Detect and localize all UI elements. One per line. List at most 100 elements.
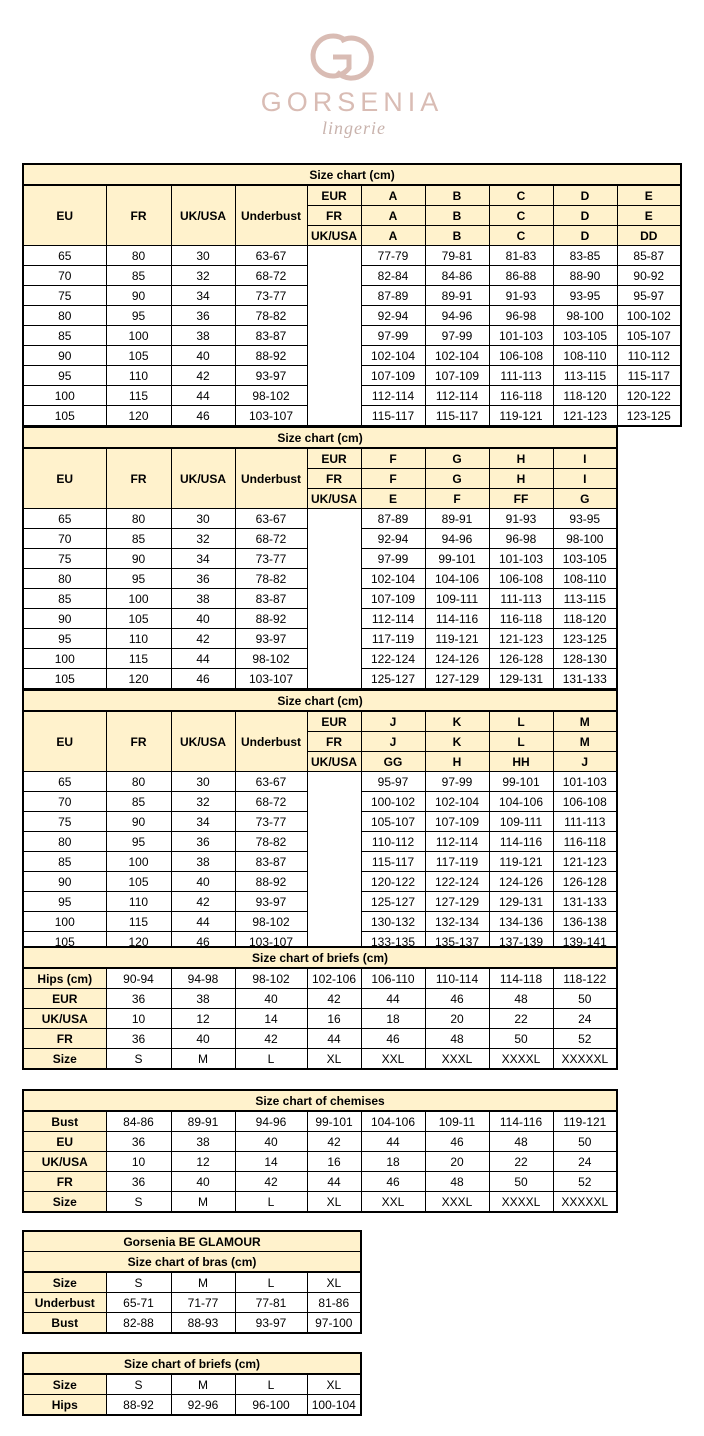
table-cell: 100 [105, 588, 172, 609]
table-cell: 78-82 [234, 305, 308, 326]
cup-size-header: G [552, 488, 618, 509]
table-cell: 83-87 [234, 588, 308, 609]
table-cell: 120 [105, 668, 172, 690]
table-cell: 130-132 [360, 911, 426, 932]
cup-size-header: I [552, 447, 618, 469]
be-glamour-bras-size-chart: Gorsenia BE GLAMOUR Size chart of bras (c… [22, 1230, 363, 1334]
table-cell: 46 [360, 1028, 426, 1049]
table-cell: 40 [234, 988, 308, 1009]
table-cell: 68-72 [234, 528, 308, 549]
table-cell: 40 [170, 871, 236, 892]
table-cell: 75 [22, 548, 107, 569]
table-cell: 52 [552, 1028, 618, 1049]
table-cell: 42 [306, 988, 362, 1009]
cup-size-header: C [488, 225, 554, 246]
table-cell: 112-114 [360, 608, 426, 629]
table-cell: 88-92 [234, 871, 308, 892]
table-cell: 118-120 [552, 385, 618, 406]
table-cell: 92-94 [360, 305, 426, 326]
table-cell: 102-106 [306, 967, 362, 989]
table-cell: 105-107 [616, 325, 682, 346]
table-title: Size chart of bras (cm) [22, 1251, 362, 1273]
table-cell: 84-86 [424, 265, 490, 286]
table-cell: 129-131 [488, 668, 554, 690]
table-cell: 100 [22, 648, 107, 669]
table-cell: 107-109 [424, 811, 490, 832]
cup-size-header: L [488, 710, 554, 732]
table-cell: 103-105 [552, 325, 618, 346]
table-cell: 32 [170, 528, 236, 549]
column-header: UK/USA [170, 184, 236, 246]
table-cell: 100-102 [360, 791, 426, 812]
table-row: 75 90 34 73-77 97-99 99-101 101-103 103-105 [22, 548, 618, 569]
table-cell: 114-118 [488, 967, 554, 989]
table-cell: 75 [22, 811, 107, 832]
table-cell: 68-72 [234, 791, 308, 812]
cup-size-header: GG [360, 751, 426, 772]
table-cell: 105 [105, 871, 172, 892]
table-cell: 12 [170, 1008, 236, 1029]
table-cell: 44 [360, 988, 426, 1009]
table-cell: 32 [170, 791, 236, 812]
table-cell: 123-125 [616, 405, 682, 427]
cup-size-header: K [424, 710, 490, 732]
gorsenia-logo: GORSENIA lingerie [0, 28, 704, 143]
row-header: Hips [22, 1394, 107, 1416]
table-cell: 121-123 [552, 405, 618, 427]
table-cell: 119-121 [488, 405, 554, 427]
table-cell: 134-136 [488, 911, 554, 932]
table-cell: M [170, 1048, 236, 1070]
table-cell: 104-106 [360, 1110, 426, 1132]
table-row: 75 90 34 73-77 87-89 89-91 91-93 93-95 95-97 [22, 285, 682, 306]
row-header: Bust [22, 1110, 107, 1132]
table-cell: 22 [488, 1008, 554, 1029]
table-cell: 117-119 [360, 628, 426, 649]
table-cell: 82-88 [105, 1312, 172, 1334]
table-cell: 78-82 [234, 568, 308, 589]
table-cell: 44 [170, 385, 236, 406]
blank-cell [306, 771, 362, 952]
table-cell: 50 [488, 1028, 554, 1049]
table-cell: 83-85 [552, 245, 618, 266]
table-cell: 108-110 [552, 345, 618, 366]
cup-size-header: J [360, 710, 426, 732]
size-system-label: FR [306, 205, 362, 226]
table-cell: 106-108 [552, 791, 618, 812]
table-cell: 20 [424, 1151, 490, 1172]
table-row: UK/USA 10 12 14 16 18 20 22 24 [22, 1151, 618, 1172]
table-cell: 84-86 [105, 1110, 172, 1132]
cup-size-header: C [488, 184, 554, 206]
table-cell: 95 [105, 831, 172, 852]
row-header: Underbust [22, 1292, 107, 1313]
table-title: Gorsenia BE GLAMOUR [22, 1230, 362, 1252]
table-cell: 94-96 [424, 305, 490, 326]
table-cell: 115 [105, 648, 172, 669]
table-row: UK/USA 10 12 14 16 18 20 22 24 [22, 1008, 618, 1029]
table-cell: 90-94 [105, 967, 172, 989]
cup-size-header: B [424, 205, 490, 226]
table-cell: 65-71 [105, 1292, 172, 1313]
table-cell: 32 [170, 265, 236, 286]
table-cell: 110-114 [424, 967, 490, 989]
table-cell: 126-128 [552, 871, 618, 892]
table-cell: 105 [105, 345, 172, 366]
table-row: 80 95 36 78-82 92-94 94-96 96-98 98-100 100-102 [22, 305, 682, 326]
table-cell: 96-100 [234, 1394, 308, 1416]
table-cell: 16 [306, 1151, 362, 1172]
cup-size-header: M [552, 731, 618, 752]
size-table: Size chart of briefs (cm) Size S M L XL Hips 88… [22, 1352, 363, 1416]
table-cell: 81-83 [488, 245, 554, 266]
table-cell: 93-97 [234, 1312, 308, 1334]
table-cell: 131-133 [552, 668, 618, 690]
table-cell: 80 [105, 771, 172, 792]
size-table: Size chart of chemises Bust 84-86 89-91 94-9… [22, 1089, 619, 1213]
table-cell: 94-96 [424, 528, 490, 549]
table-cell: 65 [22, 245, 107, 266]
table-cell: 10 [105, 1151, 172, 1172]
table-row: Bust 82-88 88-93 93-97 97-100 [22, 1312, 362, 1334]
table-cell: 88-92 [234, 345, 308, 366]
table-cell: 75 [22, 285, 107, 306]
table-cell: 48 [424, 1171, 490, 1192]
table-cell: 98-102 [234, 911, 308, 932]
table-cell: 14 [234, 1008, 308, 1029]
